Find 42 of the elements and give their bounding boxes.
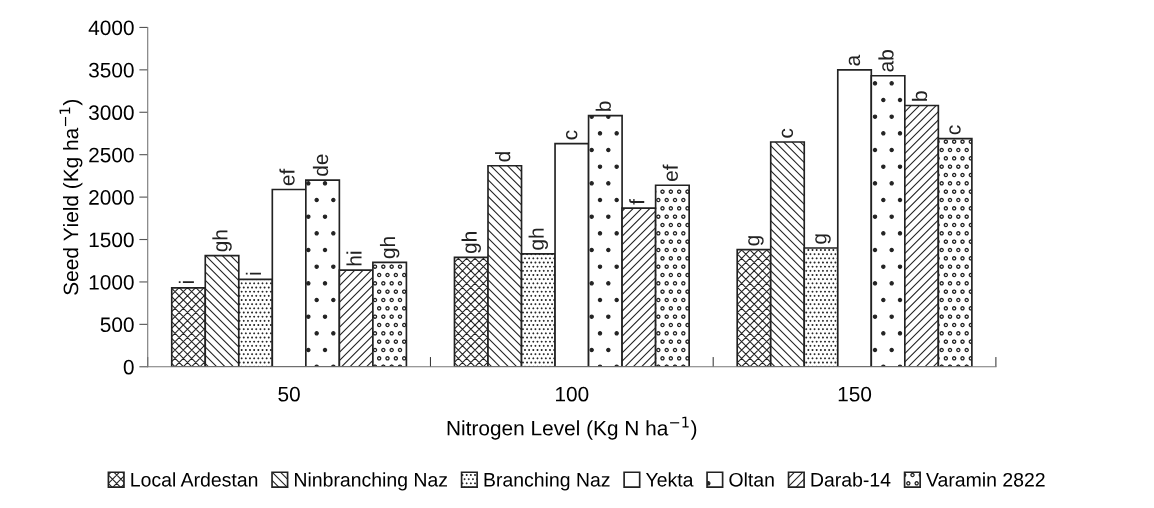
legend-label: Darab-14 — [811, 472, 891, 487]
data-label: b — [595, 101, 611, 111]
data-label: g — [815, 234, 831, 244]
y-tick-label: 2500 — [89, 147, 134, 163]
data-label: c — [949, 125, 961, 135]
data-label: gh — [461, 232, 481, 254]
y-tick-label: 0 — [123, 359, 134, 375]
data-label: ab — [878, 50, 894, 72]
legend-label: Branching Naz — [484, 472, 610, 491]
data-label: b — [911, 91, 928, 101]
y-tick-label: 3500 — [88, 62, 134, 78]
data-label: d — [495, 152, 511, 162]
x-tick-label: 150 — [838, 386, 872, 402]
data-label: hi — [346, 251, 362, 266]
data-label: gh — [212, 230, 232, 252]
legend-label: Ninbranching Naz — [295, 472, 448, 491]
data-label: de — [312, 154, 329, 176]
legend-label: Oltan — [729, 472, 774, 487]
y-tick-label: 4000 — [88, 20, 134, 36]
data-label: i — [178, 281, 194, 284]
y-tick-label: 2000 — [89, 190, 134, 205]
legend-label: Varamin 2822 — [926, 472, 1045, 487]
data-label: f — [629, 198, 645, 205]
data-label: ef — [662, 164, 678, 181]
x-tick-label: 100 — [556, 386, 589, 402]
data-label: gh — [379, 237, 400, 259]
data-label: ef — [279, 168, 295, 186]
data-label: i — [245, 272, 261, 275]
data-label: g — [748, 236, 764, 246]
legend-label: Yekta — [645, 472, 694, 487]
y-tick-label: 3000 — [88, 105, 134, 121]
legend-label: Local Ardestan — [131, 472, 258, 487]
data-label: c — [781, 128, 794, 138]
data-label: gh — [528, 228, 548, 250]
y-tick-label: 1000 — [89, 274, 134, 290]
y-axis-title: Seed Yield (Kg ha$^{−1}$) — [59, 99, 83, 295]
y-tick-label: 500 — [100, 317, 134, 333]
x-axis-title: Nitrogen Level (Kg N ha$^{−1}$) — [447, 416, 697, 440]
y-tick-label: 1500 — [89, 232, 134, 248]
data-label: c — [565, 130, 578, 140]
x-tick-label: 50 — [278, 386, 300, 402]
data-label: a — [848, 54, 861, 66]
